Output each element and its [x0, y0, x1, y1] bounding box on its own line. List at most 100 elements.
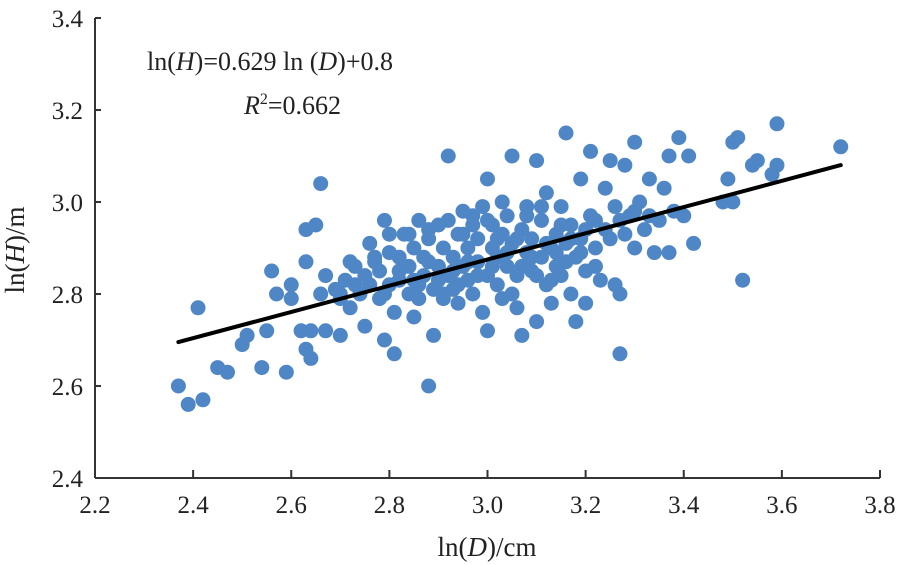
data-point [676, 208, 692, 224]
data-point [587, 212, 603, 228]
data-point [386, 304, 402, 320]
y-tick-label: 3.0 [52, 190, 83, 217]
data-point [259, 323, 275, 339]
data-point [440, 148, 456, 164]
data-point [421, 254, 437, 270]
data-point [602, 153, 618, 169]
data-point [470, 231, 486, 247]
data-point [543, 295, 559, 311]
data-point [313, 176, 329, 192]
data-point [440, 212, 456, 228]
data-point [529, 268, 545, 284]
data-point [283, 277, 299, 293]
x-ticks: 2.2 2.4 2.6 2.8 3.0 3.2 3.4 3.6 3.8 [79, 470, 896, 519]
data-point [725, 194, 741, 210]
data-point [587, 240, 603, 256]
data-point [313, 286, 329, 302]
data-point [411, 291, 427, 307]
data-point [558, 254, 574, 270]
data-point [573, 171, 589, 187]
data-point [627, 203, 643, 219]
data-point [411, 212, 427, 228]
data-point [264, 263, 280, 279]
y-tick-label: 3.4 [52, 6, 84, 33]
data-point [686, 235, 702, 251]
data-point [671, 130, 687, 146]
data-point [573, 245, 589, 261]
data-point [239, 327, 255, 343]
data-point [529, 314, 545, 330]
data-point [499, 258, 515, 274]
data-point [514, 258, 530, 274]
data-point [381, 226, 397, 242]
data-point [607, 199, 623, 215]
data-point [494, 194, 510, 210]
x-tick-label: 3.4 [668, 492, 700, 519]
data-point [504, 148, 520, 164]
data-point [730, 130, 746, 146]
data-point [465, 286, 481, 302]
data-point [278, 364, 294, 380]
data-point [195, 392, 211, 408]
data-point [514, 327, 530, 343]
data-point [376, 332, 392, 348]
data-point [381, 245, 397, 261]
data-point [455, 226, 471, 242]
data-point [499, 208, 515, 224]
data-point [504, 286, 520, 302]
data-point [656, 180, 672, 196]
data-point [470, 268, 486, 284]
data-point [386, 346, 402, 362]
data-point [347, 258, 363, 274]
data-point [612, 346, 628, 362]
data-point [661, 148, 677, 164]
y-tick-label: 2.8 [52, 282, 83, 309]
data-point [435, 291, 451, 307]
data-point [308, 217, 324, 233]
data-point [681, 148, 697, 164]
data-point [489, 231, 505, 247]
data-point [254, 360, 270, 376]
regression-line [176, 163, 843, 345]
data-point [543, 272, 559, 288]
data-point [367, 254, 383, 270]
data-point [602, 231, 618, 247]
x-tick-label: 3.8 [864, 492, 895, 519]
x-tick-label: 2.4 [178, 492, 210, 519]
data-point [283, 291, 299, 307]
data-point [445, 249, 461, 265]
data-point [720, 171, 736, 187]
data-point [362, 235, 378, 251]
data-point [617, 226, 633, 242]
data-point [376, 212, 392, 228]
data-point [597, 180, 613, 196]
data-point [524, 249, 540, 265]
data-point [430, 272, 446, 288]
data-point [450, 295, 466, 311]
x-tick-label: 2.8 [374, 492, 405, 519]
x-tick-label: 3.0 [472, 492, 503, 519]
data-point [533, 199, 549, 215]
data-point [769, 157, 785, 173]
x-tick-label: 3.6 [766, 492, 797, 519]
data-point [548, 245, 564, 261]
data-point [318, 268, 334, 284]
data-point [465, 208, 481, 224]
data-point [190, 300, 206, 316]
data-point [563, 286, 579, 302]
data-point [529, 153, 545, 169]
data-point [269, 286, 285, 302]
data-point [833, 139, 849, 155]
y-tick-label: 2.4 [52, 466, 84, 493]
data-point [769, 116, 785, 132]
data-point [480, 212, 495, 228]
data-point [558, 125, 574, 141]
regression-equation: ln(H)=0.629 ln (D)+0.8 [147, 47, 393, 76]
data-point [318, 323, 334, 339]
data-point [568, 314, 584, 330]
data-point [617, 157, 633, 173]
data-point [426, 327, 442, 343]
x-tick-label: 2.2 [79, 492, 110, 519]
x-tick-label: 3.2 [570, 492, 601, 519]
